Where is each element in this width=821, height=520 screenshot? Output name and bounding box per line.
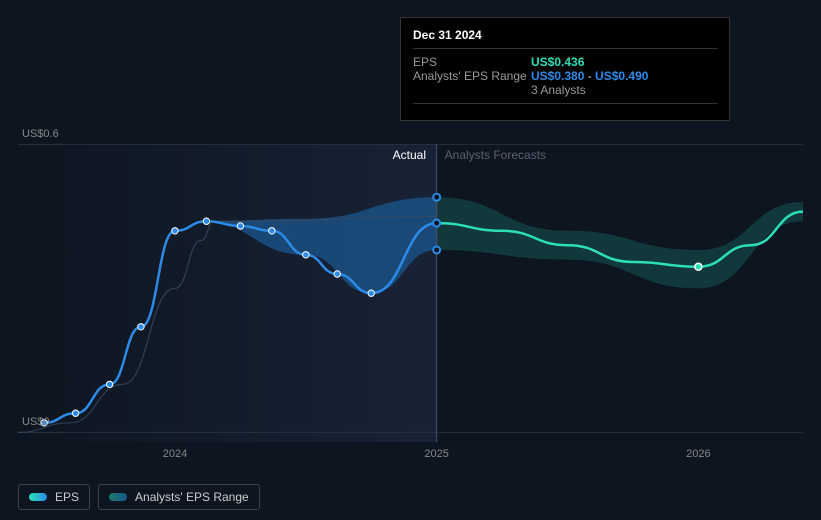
tooltip-range-label: Analysts' EPS Range bbox=[413, 69, 531, 83]
tooltip-eps-value: US$0.436 bbox=[531, 55, 584, 69]
x-axis-label: 2024 bbox=[163, 448, 187, 460]
tooltip-analysts: 3 Analysts bbox=[531, 83, 586, 97]
tooltip-range-low: US$0.380 bbox=[531, 69, 584, 83]
tooltip-range-value: US$0.380 - US$0.490 bbox=[531, 69, 648, 83]
eps-chart: Dec 31 2024 EPS US$0.436 Analysts' EPS R… bbox=[0, 0, 821, 520]
y-axis-label: US$0.6 bbox=[22, 128, 59, 140]
section-label-actual: Actual bbox=[393, 148, 426, 162]
legend-swatch-eps bbox=[29, 493, 47, 501]
legend-label: EPS bbox=[55, 490, 79, 504]
legend: EPS Analysts' EPS Range bbox=[18, 484, 260, 510]
tooltip-range-high: US$0.490 bbox=[595, 69, 648, 83]
legend-item-range[interactable]: Analysts' EPS Range bbox=[98, 484, 260, 510]
x-axis-label: 2025 bbox=[424, 448, 448, 460]
chart-tooltip: Dec 31 2024 EPS US$0.436 Analysts' EPS R… bbox=[400, 17, 730, 121]
legend-item-eps[interactable]: EPS bbox=[18, 484, 90, 510]
x-axis-label: 2026 bbox=[686, 448, 710, 460]
tooltip-date: Dec 31 2024 bbox=[413, 28, 717, 42]
legend-label: Analysts' EPS Range bbox=[135, 490, 249, 504]
y-axis-label: US$0 bbox=[22, 416, 50, 428]
legend-swatch-range bbox=[109, 493, 127, 501]
tooltip-eps-label: EPS bbox=[413, 55, 531, 69]
section-label-forecast: Analysts Forecasts bbox=[445, 148, 546, 162]
tooltip-range-sep: - bbox=[584, 69, 595, 83]
